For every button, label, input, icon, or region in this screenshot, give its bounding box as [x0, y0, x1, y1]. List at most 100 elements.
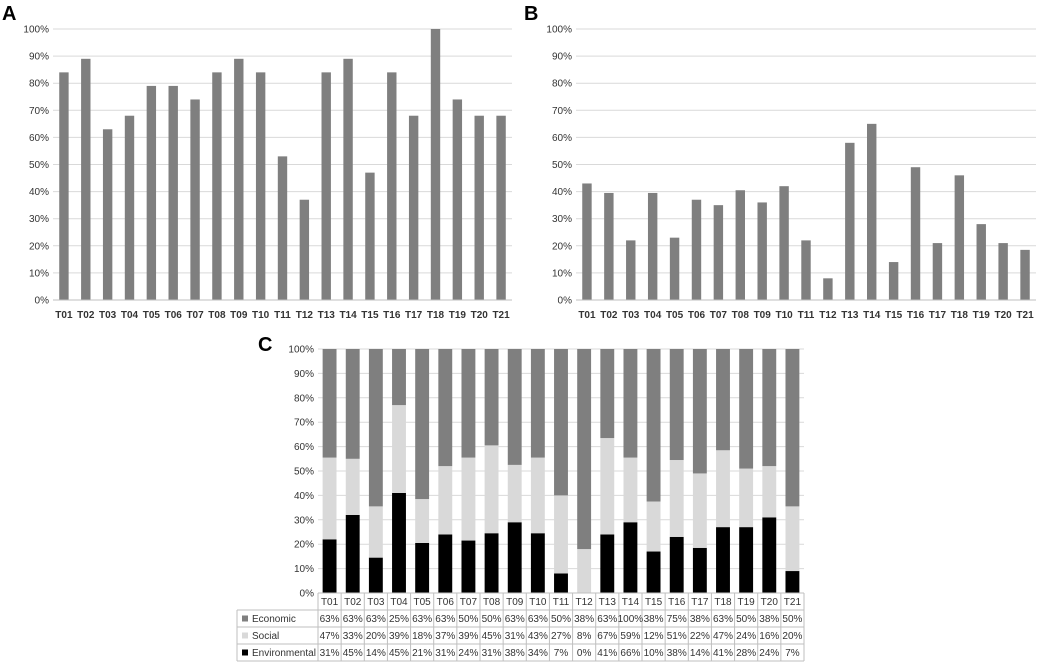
table-cell: 63% [528, 614, 548, 625]
x-tick-label: T01 [55, 310, 73, 321]
y-tick-label: 100% [546, 25, 572, 36]
x-tick-label: T03 [622, 310, 640, 321]
y-tick-label: 30% [552, 214, 572, 225]
bar-segment-environmental [623, 522, 638, 593]
bar [888, 262, 899, 300]
bar [343, 58, 353, 301]
table-cell: 8% [577, 631, 592, 642]
table-cell: 24% [736, 631, 756, 642]
table-cell: 0% [577, 648, 592, 659]
bar-segment-social [577, 549, 592, 593]
y-tick-label: 50% [29, 160, 49, 171]
bar-segment-environmental [345, 514, 360, 593]
bar [691, 199, 702, 300]
x-tick-label: T13 [599, 597, 617, 608]
bar [779, 186, 789, 300]
table-cell: 45% [482, 631, 502, 642]
panel-letter-c: C [258, 334, 272, 356]
bar [277, 156, 288, 300]
bar-segment-economic [762, 349, 777, 467]
table-cell: 47% [713, 631, 733, 642]
x-tick-label: T09 [754, 310, 772, 321]
y-tick-label: 10% [552, 268, 572, 279]
x-tick-label: T15 [645, 597, 663, 608]
bar-segment-social [762, 466, 777, 518]
x-tick-label: T02 [600, 310, 618, 321]
panel-a-chart: 0% 10% 20% 30% 40% 50% 60% 70% 80% 90% 100% T01 T02 T… [23, 25, 512, 321]
x-tick-label: T14 [339, 310, 357, 321]
x-tick-label: T15 [361, 310, 379, 321]
bar-segment-social [600, 438, 615, 535]
bar-segment-social [623, 457, 638, 523]
bar [234, 58, 244, 301]
bar-segment-environmental [785, 571, 800, 593]
x-tick-label: T08 [483, 597, 501, 608]
table-cell: 31% [435, 648, 455, 659]
bar [604, 192, 614, 300]
bar-segment-social [484, 445, 499, 534]
y-tick-label: 70% [29, 106, 49, 117]
x-tick-label: T21 [1016, 310, 1034, 321]
table-cell: 14% [690, 648, 710, 659]
x-tick-label: T10 [529, 597, 547, 608]
bar-segment-environmental [600, 534, 615, 593]
table-cell: 38% [667, 648, 687, 659]
bar-segment-economic [577, 349, 592, 550]
x-tick-label: T18 [714, 597, 732, 608]
bar [59, 72, 69, 300]
bar-segment-economic [554, 349, 568, 496]
bar [299, 199, 310, 300]
bar-segment-economic [530, 349, 545, 458]
bar [954, 175, 965, 300]
panel-letter-a: A [2, 3, 16, 25]
bar-segment-environmental [392, 492, 406, 593]
bar-segment-environmental [415, 542, 430, 593]
bar [365, 172, 375, 300]
y-tick-label: 60% [294, 442, 314, 453]
table-cell: 38% [505, 648, 525, 659]
y-tick-label: 50% [294, 467, 314, 478]
bar [757, 202, 767, 300]
bar-segment-economic [623, 349, 638, 458]
x-tick-label: T12 [296, 310, 314, 321]
table-cell: 41% [713, 648, 733, 659]
x-tick-label: T05 [414, 597, 432, 608]
x-tick-label: T06 [437, 597, 455, 608]
table-cell: 100% [618, 614, 644, 625]
bar-segment-environmental [322, 539, 337, 593]
x-tick-label: T09 [506, 597, 524, 608]
x-tick-label: T07 [186, 310, 204, 321]
y-tick-label: 100% [23, 25, 49, 36]
bar-segment-environmental [692, 547, 707, 593]
bar-segment-environmental [438, 534, 453, 593]
y-tick-label: 40% [29, 187, 49, 198]
table-cell: 67% [597, 631, 617, 642]
table-cell: 43% [528, 631, 548, 642]
x-tick-label: T11 [798, 310, 815, 321]
bar-segment-economic [739, 349, 754, 469]
bar-segment-economic [716, 349, 730, 451]
bar [102, 129, 113, 300]
table-cell: 63% [597, 614, 617, 625]
bar-segment-economic [415, 349, 430, 500]
table-cell: 20% [366, 631, 386, 642]
x-tick-label: T12 [576, 597, 594, 608]
bar [496, 115, 506, 300]
table-cell: 63% [435, 614, 455, 625]
table-cell: 38% [690, 614, 710, 625]
y-tick-label: 40% [294, 491, 314, 502]
y-tick-label: 80% [29, 79, 49, 90]
table-cell: 63% [343, 614, 363, 625]
x-tick-label: T20 [995, 310, 1013, 321]
bar [626, 240, 636, 300]
table-cell: 22% [690, 631, 710, 642]
x-tick-label: T21 [492, 310, 510, 321]
bar-segment-economic [692, 349, 707, 474]
table-cell: 63% [320, 614, 340, 625]
legend-key-environmental [242, 649, 248, 656]
bar [212, 72, 222, 300]
bar [735, 190, 745, 300]
bar-segment-environmental [739, 527, 754, 593]
y-tick-label: 30% [294, 515, 314, 526]
table-cell: 39% [389, 631, 409, 642]
